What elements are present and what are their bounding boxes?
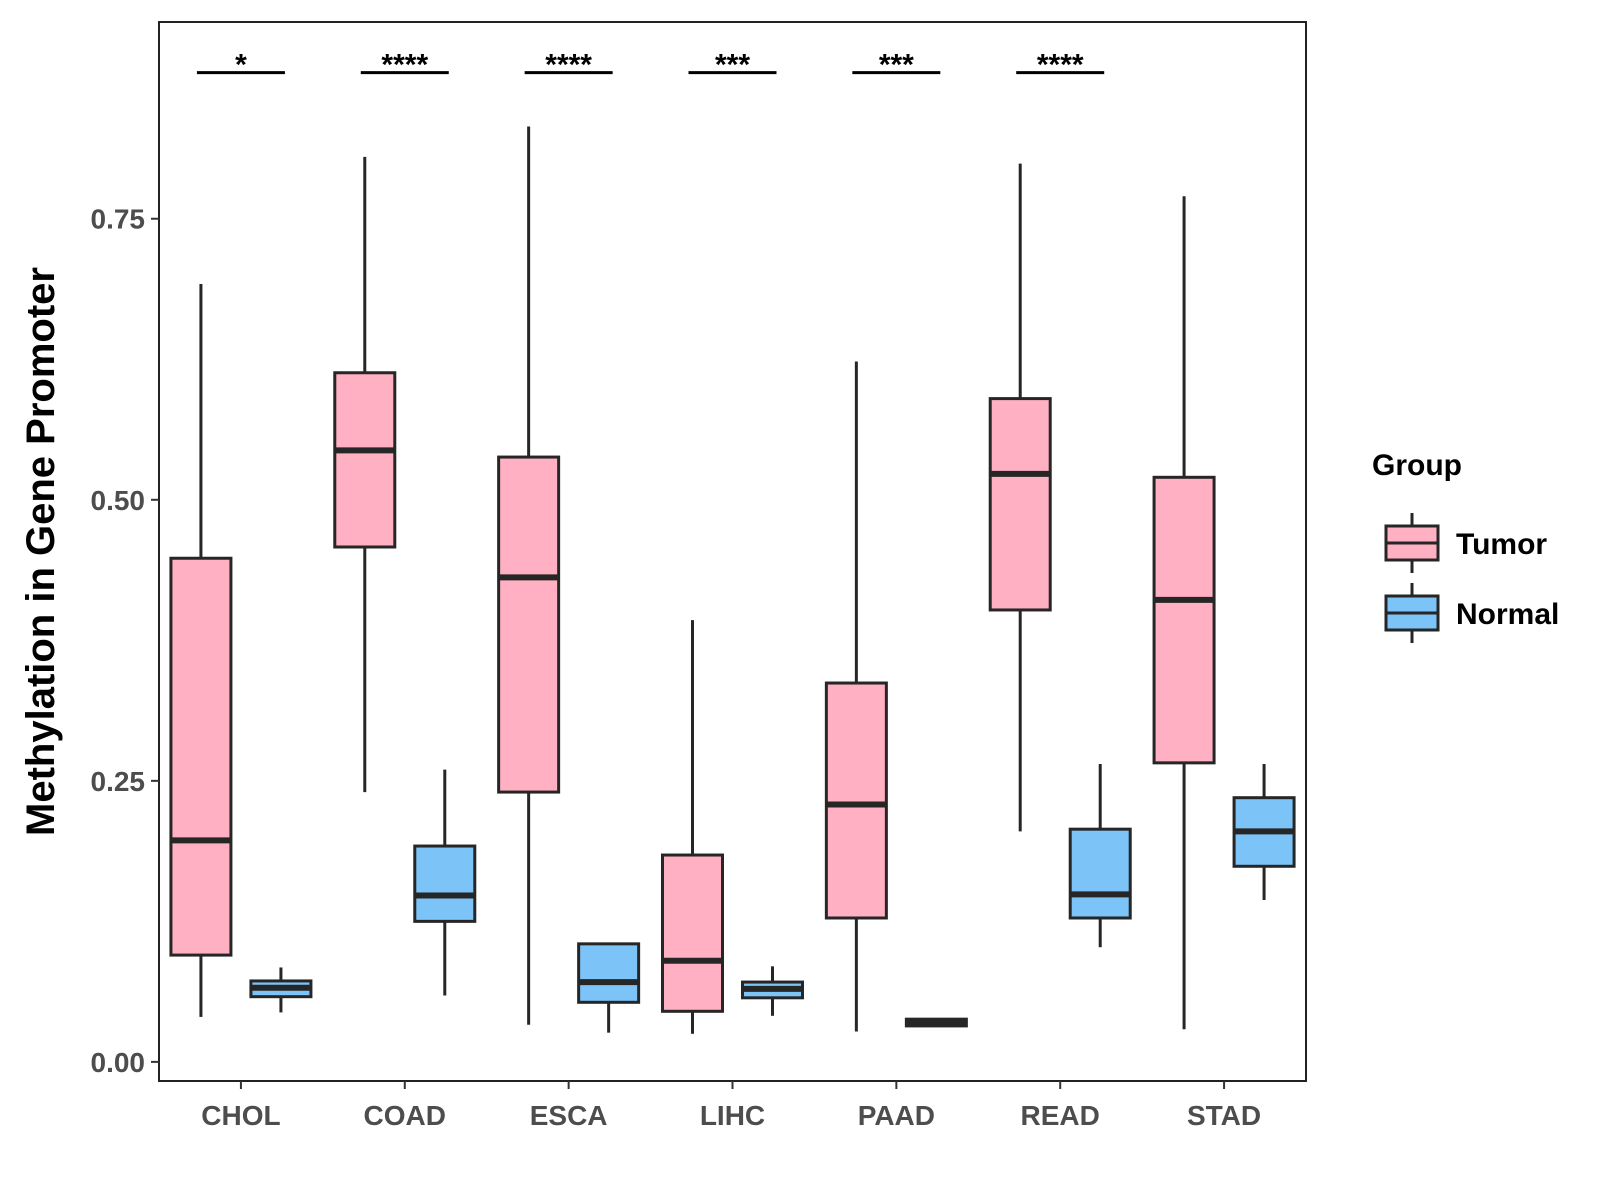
box-normal-esca <box>577 942 641 1033</box>
significance-label: *** <box>879 49 914 82</box>
box-normal-stad <box>1232 763 1296 901</box>
x-tick-label: CHOL <box>201 1100 280 1131</box>
box-normal-coad <box>413 769 477 996</box>
iqr-box <box>661 853 724 1013</box>
box-tumor-coad <box>333 156 397 793</box>
x-tick-label: STAD <box>1187 1100 1261 1131</box>
significance-label: * <box>235 49 247 82</box>
legend-title: Group <box>1372 449 1462 482</box>
legend-label-normal: Normal <box>1456 598 1559 631</box>
legend-key-normal <box>1384 583 1440 643</box>
box-normal-lihc <box>741 966 804 1016</box>
iqr-box <box>497 455 561 794</box>
box-normal-read <box>1068 763 1132 948</box>
iqr-box <box>1152 475 1216 765</box>
box-tumor-esca <box>497 126 561 1025</box>
box-tumor-chol <box>169 283 233 1017</box>
box-normal-chol <box>249 967 313 1013</box>
x-tick-label: LIHC <box>700 1100 765 1131</box>
iqr-box <box>333 371 397 549</box>
plot-panel-border <box>158 21 1307 1082</box>
iqr-box <box>577 942 641 1004</box>
significance-label: *** <box>715 49 750 82</box>
y-tick-label: 0.25 <box>91 766 146 797</box>
box-tumor-stad <box>1152 196 1216 1030</box>
legend-label-tumor: Tumor <box>1456 528 1547 561</box>
significance-label: **** <box>545 49 592 82</box>
y-axis-title: Methylation in Gene Promoter <box>19 267 63 836</box>
x-tick-label: ESCA <box>530 1100 608 1131</box>
box-tumor-paad <box>824 361 888 1032</box>
significance-label: **** <box>1037 49 1084 82</box>
iqr-box <box>988 397 1052 612</box>
y-tick-label: 0.50 <box>91 485 146 516</box>
iqr-box <box>824 681 888 920</box>
y-tick-label: 0.00 <box>91 1047 146 1078</box>
box-tumor-lihc <box>661 620 724 1034</box>
iqr-box <box>413 844 477 923</box>
x-tick-label: PAAD <box>858 1100 935 1131</box>
significance-label: **** <box>381 49 428 82</box>
box-tumor-read <box>988 163 1052 832</box>
iqr-box <box>169 556 233 957</box>
y-tick-label: 0.75 <box>91 204 146 235</box>
iqr-box <box>1068 827 1132 920</box>
x-tick-label: COAD <box>364 1100 446 1131</box>
x-tick-label: READ <box>1021 1100 1100 1131</box>
legend-key-tumor <box>1384 513 1440 573</box>
box-normal-paad <box>904 1017 968 1028</box>
